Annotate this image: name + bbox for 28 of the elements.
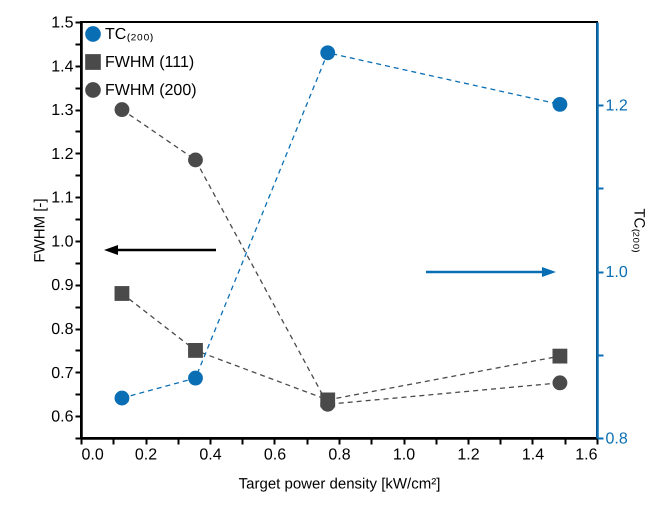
- y-tick-label: 0.7: [51, 364, 74, 382]
- legend-label: FWHM (111): [105, 54, 194, 71]
- x-tick-label: 1.4: [522, 446, 544, 464]
- y-axis-title: FWHM [-]: [31, 198, 48, 263]
- x-tick-label: 1.2: [457, 446, 480, 464]
- y-tick-label: 1.5: [51, 14, 74, 32]
- x-tick-label: 1.6: [575, 446, 598, 464]
- y-tick-label: 1.2: [51, 146, 74, 163]
- y2-axis-title: TC₍₂₀₀₎: [630, 208, 648, 253]
- y-tick-label: 1.4: [51, 58, 74, 76]
- legend-label: TC₍₂₀₀₎: [105, 26, 154, 43]
- y-tick-label: 1.3: [51, 102, 74, 120]
- y-tick-label: 1.1: [51, 190, 74, 207]
- legend-label: FWHM (200): [105, 82, 197, 99]
- y2-tick-label: 1.2: [606, 98, 628, 115]
- y2-tick-label: 0.8: [606, 430, 628, 448]
- x-tick-label: 0.0: [82, 446, 104, 464]
- x-tick-label: 0.8: [328, 446, 351, 464]
- x-tick-label: 1.0: [392, 446, 416, 464]
- y-tick-label: 0.6: [51, 408, 74, 426]
- x-tick-label: 0.4: [199, 446, 222, 464]
- x-axis-title: Target power density [kW/cm²]: [238, 476, 440, 492]
- y-tick-label: 1.0: [51, 233, 74, 250]
- y2-tick-label: 1.0: [606, 264, 628, 282]
- x-tick-label: 0.6: [264, 446, 286, 464]
- y-tick-label: 0.8: [51, 321, 74, 338]
- x-tick-label: 0.2: [134, 446, 158, 464]
- y-tick-label: 0.9: [51, 277, 74, 294]
